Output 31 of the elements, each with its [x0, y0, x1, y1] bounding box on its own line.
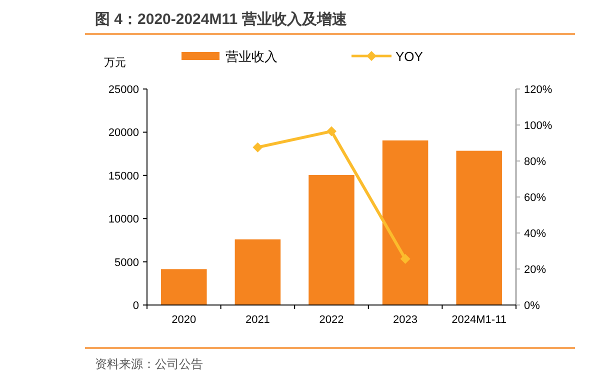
- x-tick-label: 2023: [393, 314, 418, 326]
- bar: [234, 239, 281, 305]
- y2-tick-label: 20%: [524, 264, 546, 276]
- y-tick-label: 25000: [108, 84, 139, 96]
- y2-tick-label: 100%: [524, 120, 552, 132]
- x-tick-label: 2021: [245, 314, 270, 326]
- y2-tick-label: 80%: [524, 156, 546, 168]
- bar: [456, 150, 502, 305]
- point: [326, 126, 336, 136]
- chart-title: 图 4：2020-2024M11 营业收入及增速: [95, 11, 348, 28]
- legend-label: 营业收入: [226, 49, 278, 64]
- bar: [161, 269, 207, 305]
- y2-tick-label: 40%: [524, 228, 546, 240]
- x-tick-label: 2024M1-11: [452, 314, 507, 326]
- y-axis-title: 万元: [104, 57, 126, 69]
- x-tick-label: 2020: [172, 314, 196, 326]
- y2-tick-label: 60%: [524, 192, 546, 204]
- bar: [382, 140, 428, 305]
- bar: [308, 174, 354, 305]
- point: [400, 254, 410, 264]
- y2-tick-label: 120%: [524, 84, 552, 96]
- text: 资料来源：公司公告: [95, 357, 203, 371]
- y-tick-label: 0: [132, 300, 139, 312]
- y-tick-label: 5000: [114, 256, 139, 269]
- y2-tick-label: 0%: [524, 300, 540, 312]
- y-tick-label: 15000: [108, 170, 139, 182]
- legend-label: YOY: [396, 49, 424, 64]
- x-tick-label: 2022: [319, 314, 344, 326]
- y-tick-label: 10000: [108, 214, 139, 226]
- point: [252, 142, 263, 152]
- y-tick-label: 20000: [108, 127, 139, 140]
